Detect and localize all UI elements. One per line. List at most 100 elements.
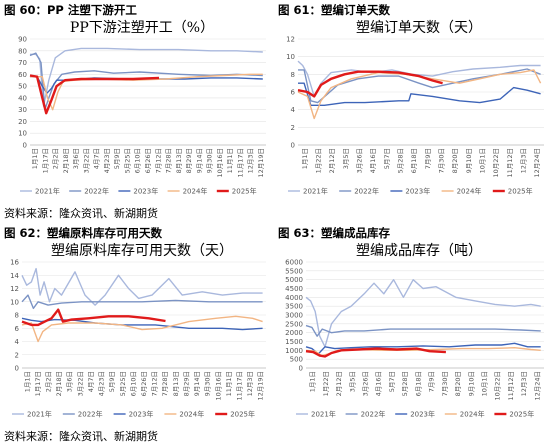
x-tick-label: 10月1日 [479, 148, 487, 173]
legend-label: 2023年 [405, 187, 430, 196]
y-tick-label: 14 [10, 272, 19, 280]
y-tick-label: 2000 [285, 329, 303, 337]
x-tick-label: 6月18日 [410, 148, 418, 173]
x-tick-label: 12月3日 [520, 148, 528, 173]
x-tick-label: 3月5日 [342, 148, 350, 169]
y-tick-label: 0 [23, 142, 27, 150]
x-tick-label: 11月12日 [506, 148, 514, 178]
source-note-bottom: 资料来源：隆众资讯、新湖期货 [4, 430, 158, 443]
series-line-y2025 [29, 74, 160, 115]
x-tick-label: 11月1日 [226, 148, 234, 173]
legend-label: 2024年 [457, 187, 482, 196]
series-line-y2024 [21, 315, 263, 343]
y-tick-label: 4 [291, 106, 296, 114]
x-tick-label: 9月14日 [195, 148, 203, 173]
x-tick-label: 7月28日 [165, 148, 173, 173]
series-line-y2022 [305, 324, 541, 337]
x-tick-label: 8月13日 [172, 371, 180, 396]
x-tick-label: 1月22日 [322, 371, 330, 396]
x-tick-label: 5月9日 [113, 148, 121, 169]
y-tick-label: 50 [18, 83, 27, 91]
x-tick-label: 10月22日 [492, 148, 500, 178]
y-tick-label: 10 [18, 130, 27, 138]
figure-60-label: 图 60：PP 注塑下游开工 [4, 3, 137, 17]
x-tick-label: 12月3日 [247, 148, 255, 173]
series-line-y2021 [305, 279, 541, 348]
x-tick-label: 3月6日 [72, 148, 80, 169]
y-tick-label: 2 [15, 351, 19, 359]
figure-62-label: 图 62：塑编原料库存可用天数 [4, 226, 163, 240]
legend-label: 2024年 [179, 410, 204, 419]
x-tick-label: 2月12日 [328, 148, 336, 173]
y-tick-label: 2 [291, 124, 295, 132]
x-tick-label: 2月2日 [45, 371, 53, 392]
x-tick-label: 4月7日 [87, 371, 95, 392]
x-tick-label: 4月7日 [93, 148, 101, 169]
legend-label: 2021年 [35, 187, 60, 196]
x-tick-label: 5月28日 [401, 371, 409, 396]
y-tick-label: 8 [291, 71, 295, 79]
x-tick-label: 12月24日 [533, 371, 541, 401]
x-tick-label: 5月7日 [388, 371, 396, 392]
x-tick-label: 10月22日 [494, 371, 502, 401]
legend-label: 2022年 [361, 410, 386, 419]
x-tick-label: 12月24日 [533, 148, 541, 178]
x-tick-label: 8月13日 [175, 148, 183, 173]
y-tick-label: 16 [10, 259, 19, 267]
chart-woven-order-days: 塑编订单天数（天） 0 2 4 6 8 10 12 1月1日 1月22日 2月12日 3月5日 3月26… [286, 20, 544, 196]
x-tick-label: 9月10日 [467, 371, 475, 396]
x-tick-label: 7月12日 [154, 148, 162, 173]
x-tick-label: 7月30日 [441, 371, 449, 396]
legend-label: 2021年 [311, 410, 336, 419]
x-tick-label: 8月29日 [182, 371, 190, 396]
x-tick-label: 12月3日 [246, 371, 254, 396]
chart-title: 塑编成品库存（吨） [356, 243, 482, 259]
x-tick-label: 7月9日 [424, 148, 432, 169]
x-tick-label: 1月22日 [315, 148, 323, 173]
x-tick-label: 3月5日 [348, 371, 356, 392]
x-tick-label: 3月26日 [356, 148, 364, 173]
y-tick-label: 70 [18, 59, 27, 67]
x-tick-label: 8月29日 [185, 148, 193, 173]
x-tick-label: 7月30日 [438, 148, 446, 173]
x-tick-label: 4月23日 [103, 148, 111, 173]
x-tick-label: 1月1日 [31, 148, 39, 169]
legend-label: 2023年 [133, 187, 158, 196]
x-tick-label: 6月26日 [140, 371, 148, 396]
x-tick-label: 9月10日 [465, 148, 473, 173]
y-tick-label: 40 [18, 94, 27, 102]
legend-label: 2025年 [232, 187, 257, 196]
series-line-y2022 [298, 68, 541, 104]
y-tick-label: 1000 [285, 347, 303, 355]
source-note-top: 资料来源：隆众资讯、新湖期货 [4, 207, 158, 220]
y-tick-label: 0 [299, 365, 303, 373]
figure-63-label: 图 63：塑编成品库存 [278, 226, 391, 240]
x-tick-label: 4月16日 [369, 148, 377, 173]
x-tick-label: 5月28日 [397, 148, 405, 173]
x-tick-label: 10月16日 [216, 148, 224, 178]
x-tick-label: 6月10日 [134, 148, 142, 173]
x-tick-label: 9月30日 [206, 148, 214, 173]
y-tick-label: 80 [18, 47, 27, 55]
y-tick-label: 12 [10, 285, 19, 293]
y-tick-label: 60 [18, 71, 27, 79]
y-tick-label: 500 [290, 356, 303, 364]
x-tick-label: 5月9日 [108, 371, 116, 392]
x-tick-label: 3月6日 [66, 371, 74, 392]
chart-title: PP下游注塑开工（%） [70, 20, 214, 36]
legend-label: 2022年 [354, 187, 379, 196]
x-tick-label: 1月1日 [23, 371, 31, 392]
y-tick-label: 10 [286, 53, 295, 61]
x-tick-label: 12月3日 [520, 371, 528, 396]
series-line-y2023 [305, 342, 541, 355]
x-tick-label: 1月1日 [309, 371, 317, 392]
x-tick-label: 6月10日 [129, 371, 137, 396]
x-tick-label: 9月30日 [204, 371, 212, 396]
legend-label: 2022年 [78, 410, 103, 419]
x-tick-label: 6月26日 [144, 148, 152, 173]
x-tick-label: 8月20日 [454, 371, 462, 396]
y-tick-label: 3500 [285, 303, 303, 311]
chart-title: 塑编订单天数（天） [356, 20, 482, 36]
legend-label: 2021年 [27, 410, 52, 419]
